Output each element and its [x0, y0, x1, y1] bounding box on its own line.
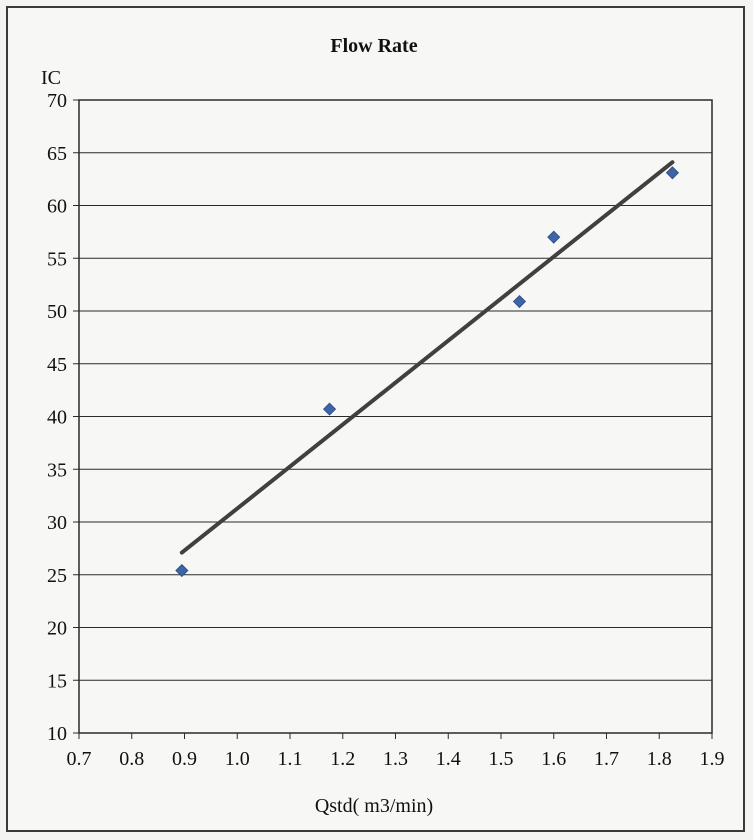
y-tick-label: 45 [47, 354, 67, 376]
y-tick-label: 35 [47, 459, 67, 481]
data-point [175, 563, 189, 578]
x-tick-label: 1.3 [383, 748, 408, 770]
x-tick-label: 1.7 [594, 748, 619, 770]
y-tick-label: 65 [47, 143, 67, 165]
y-tick-label: 60 [47, 196, 67, 218]
x-tick-label: 0.9 [172, 748, 197, 770]
x-tick-label: 1.8 [647, 748, 672, 770]
data-point [512, 294, 527, 309]
y-tick-label: 25 [47, 565, 67, 587]
y-tick-label: 40 [47, 407, 67, 429]
data-point [322, 402, 337, 416]
y-tick-label: 55 [47, 248, 67, 270]
x-axis-label: Qstd( m3/min) [315, 795, 433, 817]
y-tick-label: 10 [47, 723, 67, 745]
data-point [665, 166, 680, 180]
data-point [547, 230, 561, 244]
trendline [179, 160, 675, 555]
scatter-chart: Flow Rate IC Qstd( m3/min) 0.7 0.8 0.9 1.0 1… [41, 35, 725, 817]
x-tick-label: 1.0 [225, 748, 250, 770]
grid-lines [79, 152, 712, 681]
chart-frame: Flow Rate IC Qstd( m3/min) 0.7 0.8 0.9 1.0 1… [6, 6, 745, 832]
y-tick-label: 15 [47, 670, 67, 692]
x-tick-label: 1.2 [330, 748, 355, 770]
x-axis-ticks: 0.7 0.8 0.9 1.0 1.1 1.2 1.3 1.4 1.5 1.6 1.7 1.8 1.9 [67, 733, 725, 770]
x-tick-label: 0.7 [67, 748, 92, 770]
x-tick-label: 1.6 [541, 748, 566, 770]
data-marks [175, 160, 680, 578]
x-tick-label: 1.9 [700, 748, 725, 770]
y-tick-label: 50 [47, 301, 67, 323]
y-axis-label: IC [41, 67, 61, 89]
y-axis-ticks: 10 15 20 25 30 35 40 45 50 55 60 65 70 [47, 90, 79, 745]
x-tick-label: 0.8 [119, 748, 144, 770]
y-tick-label: 30 [47, 512, 67, 534]
x-tick-label: 1.1 [278, 748, 303, 770]
y-tick-label: 70 [47, 90, 67, 112]
y-tick-label: 20 [47, 618, 67, 640]
x-tick-label: 1.5 [489, 748, 514, 770]
x-tick-label: 1.4 [436, 748, 461, 770]
chart-title: Flow Rate [330, 35, 417, 57]
